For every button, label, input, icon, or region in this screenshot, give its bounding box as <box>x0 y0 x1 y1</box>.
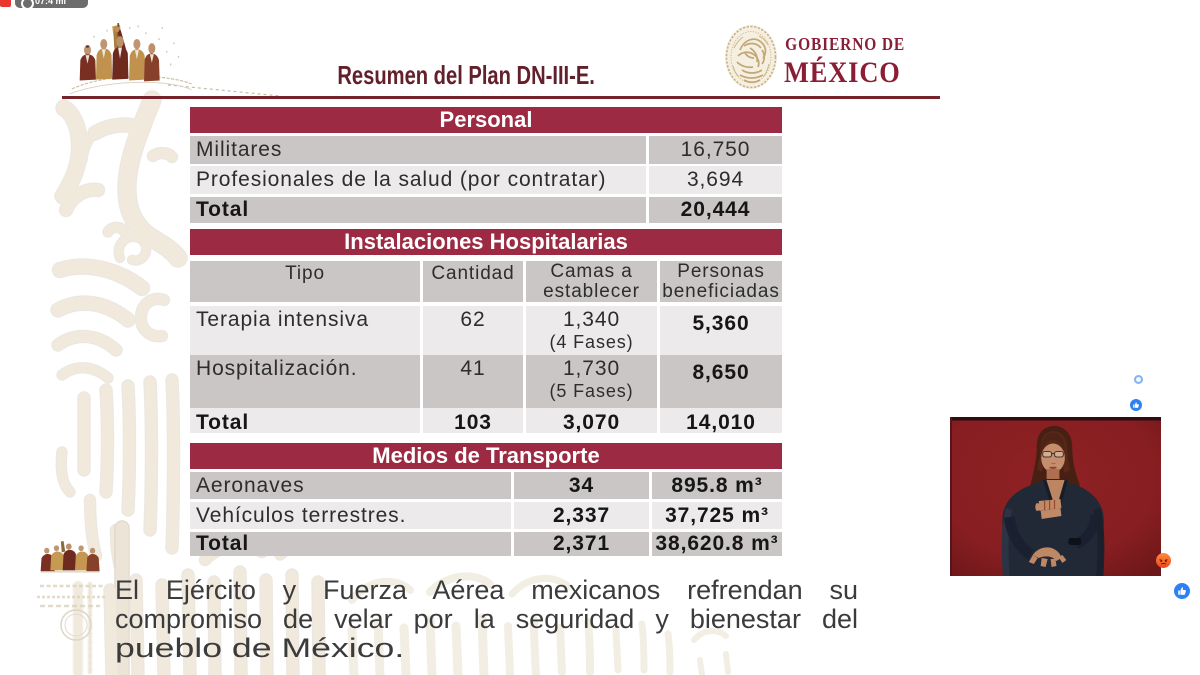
svg-text:MÉXICO: MÉXICO <box>784 57 901 90</box>
svg-text:GOBIERNO DE: GOBIERNO DE <box>785 34 905 54</box>
